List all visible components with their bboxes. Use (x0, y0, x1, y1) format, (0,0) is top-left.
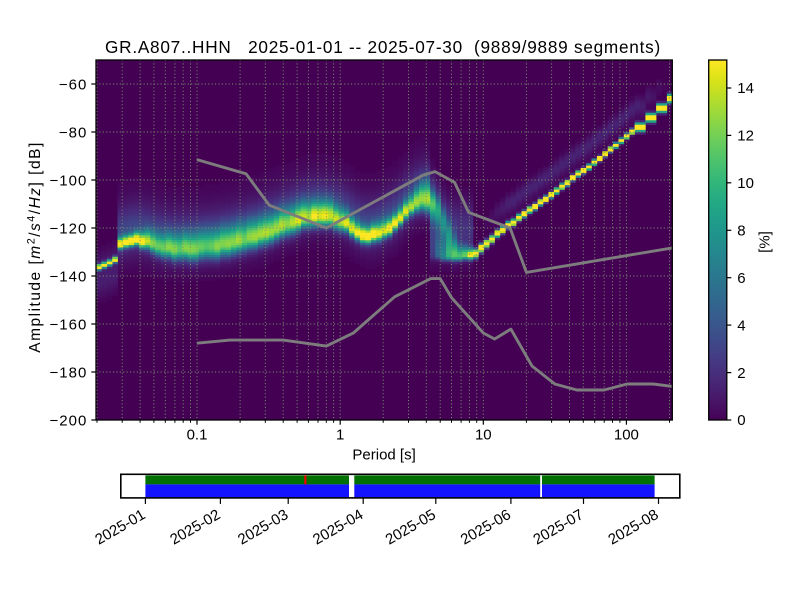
svg-text:−200: −200 (50, 413, 88, 430)
svg-text:10: 10 (475, 427, 492, 444)
svg-text:4: 4 (737, 317, 745, 334)
svg-text:[%]: [%] (757, 231, 774, 253)
svg-text:0: 0 (737, 412, 745, 429)
svg-text:Amplitude [m2/s4/Hz] [dB]: Amplitude [m2/s4/Hz] [dB] (26, 141, 45, 353)
svg-text:12: 12 (737, 128, 754, 145)
svg-text:2: 2 (737, 365, 745, 382)
svg-text:−60: −60 (59, 77, 87, 94)
svg-text:−100: −100 (50, 173, 88, 190)
svg-text:−140: −140 (50, 269, 88, 286)
svg-text:14: 14 (737, 80, 754, 97)
svg-text:−180: −180 (50, 365, 88, 382)
svg-text:0.1: 0.1 (187, 427, 208, 444)
svg-text:10: 10 (737, 175, 754, 192)
svg-text:100: 100 (614, 427, 639, 444)
svg-text:Period [s]: Period [s] (352, 447, 415, 464)
svg-text:GR.A807..HHN 2025-01-01 -- 2: GR.A807..HHN 2025-01-01 -- 2025-07-30 (9… (105, 37, 661, 57)
svg-text:−80: −80 (59, 125, 87, 142)
svg-text:−120: −120 (50, 221, 88, 238)
svg-text:6: 6 (737, 270, 745, 287)
svg-text:−160: −160 (50, 317, 88, 334)
svg-text:8: 8 (737, 223, 745, 240)
svg-text:1: 1 (336, 427, 344, 444)
